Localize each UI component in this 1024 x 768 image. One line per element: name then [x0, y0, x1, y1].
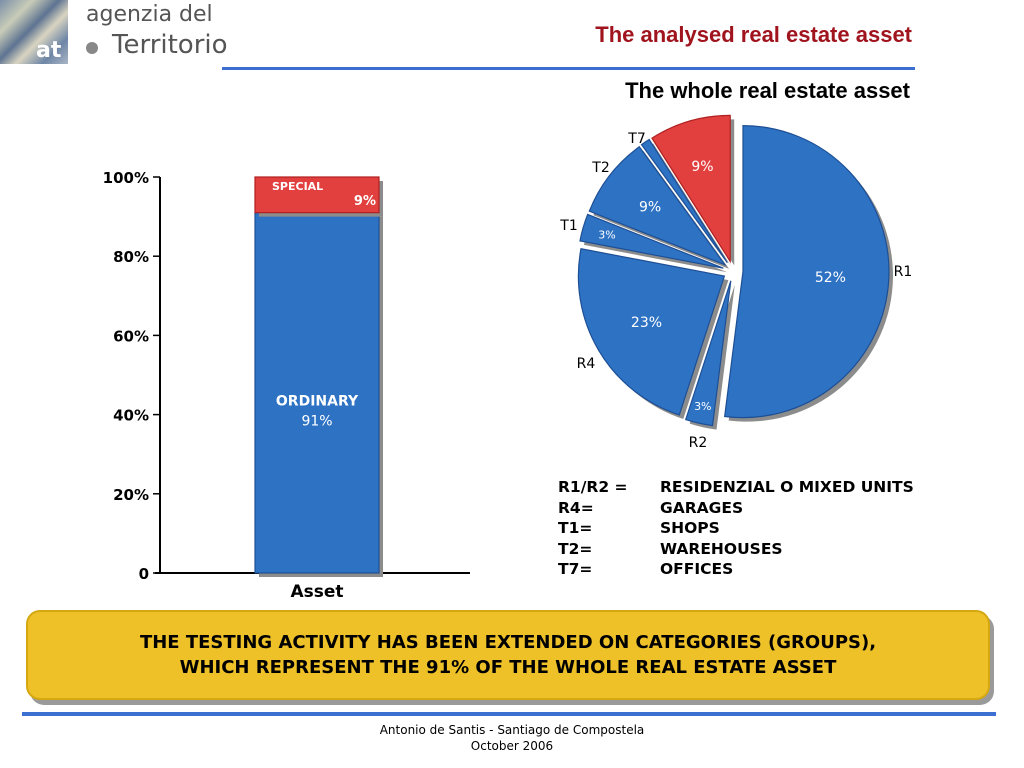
y-tick-label: 40% [113, 407, 149, 425]
pie-value-label: 52% [815, 270, 846, 286]
slide-title: The analysed real estate asset [595, 22, 912, 47]
legend-row: T7= OFFICES [558, 559, 914, 580]
legend-value: WAREHOUSES [660, 539, 783, 558]
pie-category-label: T2 [591, 160, 609, 176]
pie-category-label: R2 [689, 435, 708, 451]
banner-line1: THE TESTING ACTIVITY HAS BEEN EXTENDED O… [139, 632, 877, 653]
x-category-label: Asset [290, 582, 343, 602]
pie-slice-t1 [579, 213, 724, 269]
y-tick-label: 0 [139, 565, 149, 583]
exploded-pie-chart: 52% R1 3% R2 23% R4 3% T1 9% T2 T7 9% [559, 114, 913, 451]
footer-date: October 2006 [470, 739, 554, 753]
agency-logo: at agenzia del Territorio [0, 0, 228, 66]
pie-chart-title: The whole real estate asset [625, 78, 910, 103]
pie-slice-t2 [588, 145, 727, 267]
pie-value-label: 23% [631, 315, 662, 331]
bar-data-label: 91% [301, 413, 332, 429]
pie-slice-t7 [640, 138, 728, 264]
bar-segment-ordinary [254, 212, 380, 574]
title-underline [222, 67, 915, 70]
legend-key: T7= [558, 560, 593, 578]
pie-value-label: 9% [691, 159, 713, 175]
legend-key: R4= [558, 498, 594, 517]
legend-row: T1= SHOPS [558, 518, 914, 539]
pie-value-label: 9% [639, 200, 661, 216]
legend-value: OFFICES [660, 560, 734, 578]
pie-category-label: R1 [894, 264, 913, 280]
banner-text: THE TESTING ACTIVITY HAS BEEN EXTENDED O… [140, 630, 876, 680]
legend-row: T2= WAREHOUSES [558, 539, 914, 560]
stacked-bar-chart: 0 20% 40% 60% 80% 100% ORDINARY 91% SPECIAL 9% Ass… [103, 169, 470, 602]
legend-value: RESIDENZIAL O MIXED UNITS [660, 478, 914, 496]
pie-slice-special [651, 114, 731, 264]
pie-value-label: 3% [598, 228, 615, 241]
logo-text-line2: Territorio [112, 30, 228, 60]
logo-mark: at [36, 38, 62, 63]
bar-segment-name: ORDINARY [276, 393, 359, 409]
footer-author: Antonio de Santis - Santiago de Composte… [379, 723, 645, 737]
category-legend: R1/R2 = RESIDENZIAL O MIXED UNITS R4= GA… [558, 477, 914, 580]
pie-slice-r1 [724, 125, 890, 419]
footer-rule [22, 712, 996, 716]
pie-slice-r4 [577, 248, 726, 416]
banner-line2: WHICH REPRESENT THE 91% OF THE WHOLE REA… [179, 657, 837, 678]
logo-image: at [0, 0, 68, 64]
footer: Antonio de Santis - Santiago de Composte… [0, 722, 1024, 754]
pie-category-label: T7 [627, 131, 645, 147]
legend-row: R4= GARAGES [558, 498, 914, 519]
legend-key: R1/R2 = [558, 478, 628, 496]
legend-row: R1/R2 = RESIDENZIAL O MIXED UNITS [558, 477, 914, 498]
y-tick-label: 60% [113, 327, 149, 345]
pie-slice-r2 [684, 280, 732, 427]
logo-text-line1: agenzia del [86, 2, 213, 27]
bar-data-label: 9% [354, 194, 376, 209]
bar-segment-name: SPECIAL [272, 180, 323, 193]
legend-key: T1= [558, 519, 593, 537]
pie-value-label: 3% [694, 400, 711, 413]
y-tick-label: 100% [103, 169, 149, 187]
legend-key: T2= [558, 539, 593, 558]
summary-banner: THE TESTING ACTIVITY HAS BEEN EXTENDED O… [26, 610, 990, 700]
seal-icon [86, 42, 98, 54]
pie-category-label: T1 [559, 218, 577, 234]
y-tick-label: 80% [113, 248, 149, 266]
y-tick-label: 20% [113, 486, 149, 504]
legend-value: GARAGES [660, 498, 744, 517]
pie-category-label: R4 [577, 356, 596, 372]
legend-value: SHOPS [660, 519, 720, 537]
bar-segment-special [254, 176, 380, 214]
